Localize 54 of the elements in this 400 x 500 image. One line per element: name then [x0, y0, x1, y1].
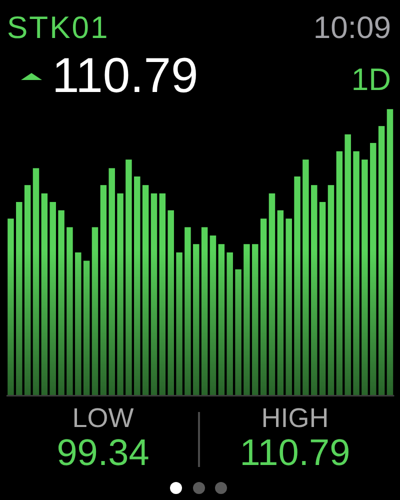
- bar: [353, 151, 360, 396]
- text: 1D: [351, 62, 391, 97]
- bar: [126, 160, 132, 396]
- bar: [311, 185, 318, 396]
- bar: [201, 227, 208, 396]
- bar: [184, 227, 191, 396]
- bar: [252, 244, 258, 396]
- bar: [168, 210, 174, 396]
- text: HIGH: [261, 403, 329, 433]
- bar: [134, 176, 140, 396]
- bar: [8, 218, 14, 396]
- bar: [150, 193, 158, 396]
- bar: [328, 185, 334, 396]
- bar: [32, 168, 40, 396]
- text: 10:09: [313, 10, 391, 45]
- chart-subtitle: 110.79: [52, 49, 198, 103]
- bar: [41, 193, 48, 396]
- bar: [386, 109, 394, 396]
- bar: [362, 160, 368, 396]
- bar: [277, 210, 284, 396]
- bar: [83, 260, 90, 396]
- bar: [117, 193, 124, 396]
- bar: [286, 218, 292, 396]
- bar: [50, 202, 56, 396]
- bar: [193, 244, 200, 396]
- bar: [108, 168, 115, 396]
- bar: [66, 227, 73, 396]
- bar: [370, 142, 376, 396]
- text: 99.34: [56, 432, 150, 473]
- chart-title: STK01: [7, 10, 110, 45]
- bar: [210, 236, 216, 396]
- text: LOW: [72, 403, 134, 433]
- bar: [142, 185, 149, 396]
- bar: [226, 252, 233, 396]
- bar: [294, 176, 300, 396]
- bar: [159, 193, 166, 396]
- bar: [319, 202, 326, 396]
- bar: [302, 160, 309, 396]
- bar: [244, 244, 250, 396]
- bar: [176, 252, 182, 396]
- text: 110.79: [240, 432, 350, 473]
- bar: [235, 269, 242, 396]
- bar: [336, 151, 343, 396]
- bar: [378, 126, 385, 396]
- bar: [218, 244, 225, 396]
- bar: [344, 134, 351, 396]
- bar: [75, 252, 82, 396]
- bar: [100, 185, 107, 396]
- bar: [92, 227, 98, 396]
- bar: [24, 185, 31, 396]
- bar: [16, 202, 22, 396]
- bar: [58, 210, 64, 396]
- bar: [268, 193, 276, 396]
- bar: [260, 218, 267, 396]
